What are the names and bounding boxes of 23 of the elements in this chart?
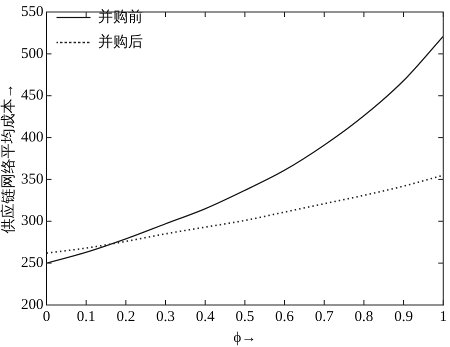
y-tick-label: 300 [21,213,44,230]
x-tick-label: 1 [440,308,447,325]
y-axis-title: 供应链网络平均成本→ [0,84,17,234]
line-series [46,174,444,254]
y-tick-label: 250 [21,255,44,272]
y-tick-label: 550 [21,4,44,20]
x-tick-label: 0.3 [156,308,175,325]
y-tick-label: 350 [21,171,44,188]
x-tick-label: 0.7 [314,308,334,325]
x-tick-label: 0.4 [196,308,216,325]
x-tick-label: 0 [42,308,50,325]
x-tick-label: 0.2 [116,308,136,325]
y-tick-label: 400 [21,130,44,146]
legend-label: 并购后 [98,33,143,50]
y-tick-label: 450 [21,88,44,104]
y-tick-label: 500 [21,46,44,62]
x-tick-label: 0.1 [76,308,96,325]
y-tick-label: 200 [21,296,44,313]
x-tick-label: 0.6 [275,308,294,325]
x-tick-label: 0.8 [354,308,374,325]
x-tick-label: 0.9 [394,308,413,325]
x-axis-title: ϕ→ [233,330,256,346]
x-tick-label: 0.5 [236,308,254,325]
